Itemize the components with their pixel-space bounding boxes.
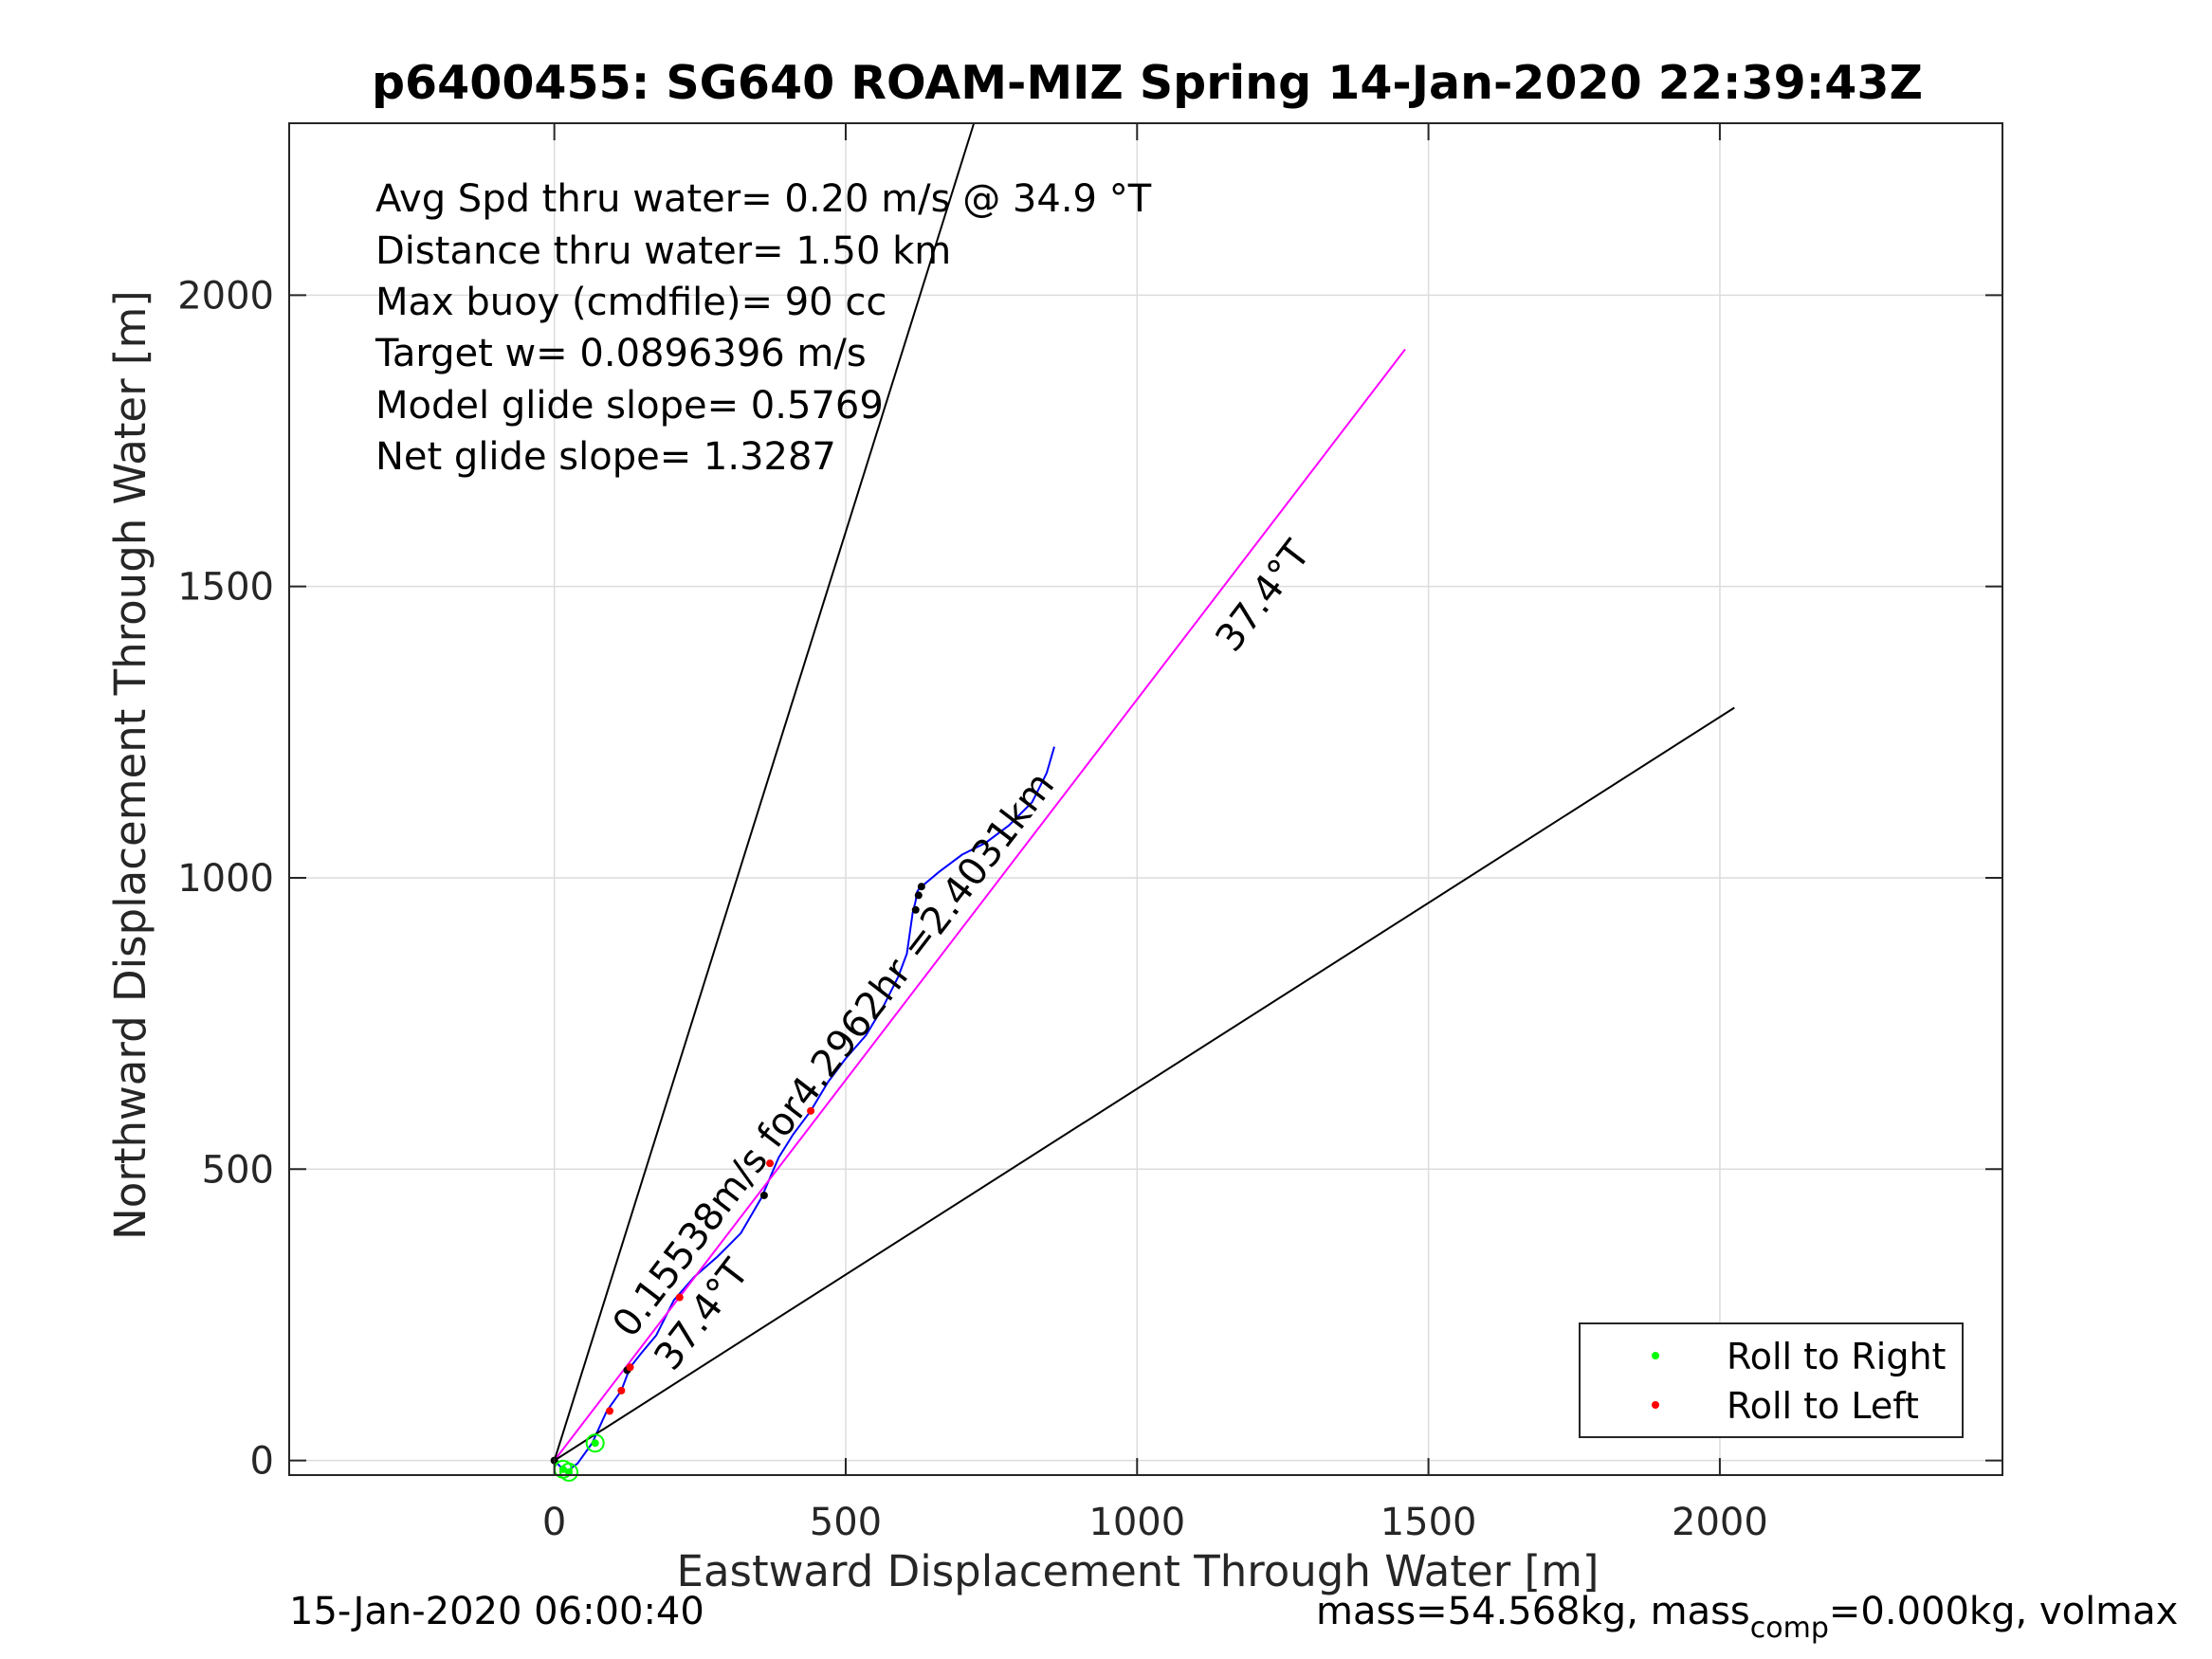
footer-mass-text: mass=54.568kg, mass bbox=[1316, 1590, 1750, 1633]
annotation-target-w: Target w= 0.0896396 m/s bbox=[375, 332, 867, 375]
dive-point bbox=[911, 905, 920, 914]
annotation-net-glide: Net glide slope= 1.3287 bbox=[375, 435, 836, 479]
roll-right-point-ring bbox=[559, 1462, 579, 1482]
annotation-distance: Distance thru water= 1.50 km bbox=[375, 229, 951, 273]
series-group bbox=[553, 122, 1735, 1474]
roll-left-point bbox=[626, 1363, 634, 1372]
dive-point bbox=[914, 891, 923, 900]
annotation-model-glide: Model glide slope= 0.5769 bbox=[375, 384, 884, 428]
legend: Roll to Right Roll to Left bbox=[1579, 1322, 1964, 1438]
heading-label-upper: 37.4°T bbox=[1207, 533, 1319, 660]
roll-right-point bbox=[565, 1468, 574, 1476]
x-tick-label: 1500 bbox=[1380, 1501, 1477, 1544]
legend-label-roll-left: Roll to Left bbox=[1727, 1385, 1919, 1427]
roll-left-point bbox=[606, 1407, 614, 1415]
roll-right-point-ring bbox=[585, 1433, 605, 1453]
x-tick-label: 500 bbox=[810, 1501, 882, 1544]
chart-title: p6400455: SG640 ROAM-MIZ Spring 14-Jan-2… bbox=[372, 56, 1923, 110]
y-tick-label: 0 bbox=[250, 1440, 274, 1484]
footer-timestamp: 15-Jan-2020 06:00:40 bbox=[289, 1590, 704, 1633]
y-tick-label: 500 bbox=[202, 1148, 274, 1192]
markers-group bbox=[550, 883, 925, 1482]
legend-marker-roll-left bbox=[1652, 1401, 1659, 1409]
roll-right-point bbox=[591, 1439, 599, 1448]
y-tick-label: 1000 bbox=[177, 857, 274, 901]
x-tick-label: 2000 bbox=[1672, 1501, 1768, 1544]
annotation-block: Avg Spd thru water= 0.20 m/s @ 34.9 °T D… bbox=[375, 177, 1152, 479]
series-line-1 bbox=[553, 348, 1406, 1462]
roll-left-point bbox=[766, 1159, 775, 1168]
dive-point bbox=[759, 1191, 768, 1199]
axes-frame bbox=[288, 122, 2003, 1476]
annotation-max-buoy: Max buoy (cmdfile)= 90 cc bbox=[375, 281, 887, 324]
roll-left-point bbox=[807, 1106, 815, 1115]
y-tick-label: 1500 bbox=[177, 566, 274, 610]
y-axis-label: Northward Displacement Through Water [m] bbox=[105, 290, 155, 1240]
x-tick-label: 0 bbox=[542, 1501, 566, 1544]
roll-left-point bbox=[617, 1386, 626, 1395]
footer-mass-subscript: comp bbox=[1749, 1612, 1829, 1645]
legend-marker-roll-right bbox=[1652, 1352, 1659, 1359]
series-line-2 bbox=[553, 122, 976, 1461]
x-tick-label: 1000 bbox=[1088, 1501, 1185, 1544]
x-axis-label: Eastward Displacement Through Water [m] bbox=[677, 1546, 1600, 1596]
series-line-3 bbox=[554, 706, 1735, 1462]
y-tick-label: 2000 bbox=[177, 274, 274, 318]
speed-distance-label: 0.15538m/s for4.2962hr =2.4031km bbox=[604, 764, 1063, 1345]
dive-point bbox=[917, 883, 925, 891]
legend-box bbox=[1579, 1322, 1964, 1438]
roll-left-point bbox=[675, 1293, 684, 1302]
series-line-0 bbox=[553, 746, 1055, 1474]
legend-label-roll-right: Roll to Right bbox=[1727, 1336, 1946, 1377]
grid bbox=[289, 123, 2002, 1475]
footer-mass-tail: =0.000kg, volmax bbox=[1828, 1590, 2179, 1633]
annotation-avg-speed: Avg Spd thru water= 0.20 m/s @ 34.9 °T bbox=[375, 177, 1152, 221]
tick-group: 0 500 1000 1500 2000 0 500 1000 1500 2000 bbox=[177, 123, 2002, 1544]
footer-mass-info: mass=54.568kg, masscomp=0.000kg, volmax bbox=[1316, 1590, 2178, 1645]
